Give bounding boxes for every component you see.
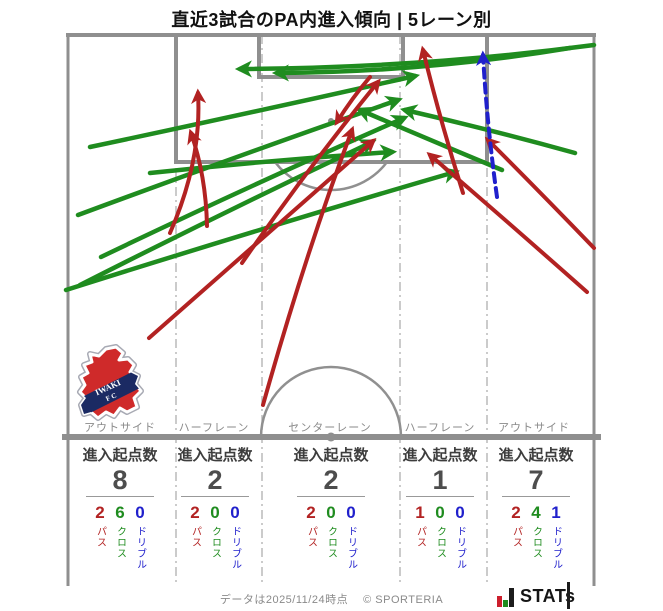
pass-entry-arrow [261, 125, 356, 407]
pass-entry-arrow [484, 136, 596, 250]
cross-count: 0 [210, 503, 220, 523]
team-crest: IWAKI F C [77, 344, 144, 421]
dribble-label: ドリブル [550, 525, 562, 570]
cross-count: 0 [326, 503, 336, 523]
entry-count-label: 進入起点数 [177, 447, 253, 464]
pass-count: 1 [415, 503, 425, 523]
cross-label: クロス [434, 525, 446, 559]
cross-label: クロス [209, 525, 221, 559]
entry-count-label: 進入起点数 [293, 447, 369, 464]
pass-count: 2 [190, 503, 200, 523]
pass-label: パス [189, 525, 201, 548]
lane-label-outside-left: アウトサイド [84, 422, 156, 434]
dribble-label: ドリブル [229, 525, 241, 570]
logo-divider [567, 582, 570, 609]
pass-count: 2 [511, 503, 521, 523]
lane-divider-lines [175, 35, 488, 584]
cross-entry-arrow [355, 106, 505, 173]
cross-entry-arrow [98, 114, 409, 260]
cross-label: クロス [530, 525, 542, 559]
chart-title: 直近3試合のPA内進入傾向 | 5レーン別 [171, 10, 492, 30]
entry-count-label: 進入起点数 [402, 447, 478, 464]
dribble-entry-arrow [476, 50, 499, 199]
cross-count: 0 [435, 503, 445, 523]
pass-entry-arrow [187, 128, 209, 228]
data-date-credit: データは2025/11/24時点 © SPORTERIA [219, 594, 444, 606]
cross-label: クロス [325, 525, 337, 559]
stats-logo: STATs [495, 582, 575, 610]
dribble-label: ドリブル [134, 525, 146, 570]
entry-count-label: 進入起点数 [498, 447, 574, 464]
crest-text-2: F C [105, 391, 118, 403]
entry-count-value: 8 [112, 465, 128, 495]
stat-underline [86, 496, 154, 498]
pass-label: パス [510, 525, 522, 548]
dribble-count: 0 [230, 503, 240, 523]
entry-count-label: 進入起点数 [82, 447, 158, 464]
stat-column-outside-right: 進入起点数 7 2 パス 4 クロス 1 ドリブル [484, 444, 588, 570]
pass-entry-arrow [426, 152, 589, 294]
dribble-count: 0 [346, 503, 356, 523]
pass-entry-arrow [240, 78, 381, 265]
pass-label: パス [94, 525, 106, 548]
dribble-count: 0 [135, 503, 145, 523]
stat-column-center: 進入起点数 2 2 パス 0 クロス 0 ドリブル [279, 444, 383, 570]
lane-label-center: センターレーン [288, 422, 372, 434]
pass-entry-arrow [168, 88, 207, 235]
entry-count-value: 2 [207, 465, 223, 495]
crest-band [80, 366, 141, 418]
cross-count: 6 [115, 503, 125, 523]
cross-entry-arrow [75, 95, 403, 218]
pass-entry-arrow [334, 75, 372, 126]
dribble-label: ドリブル [345, 525, 357, 570]
dribble-count: 1 [551, 503, 561, 523]
bar-chart-icon [497, 587, 517, 607]
stat-column-outside-left: 進入起点数 8 2 パス 6 クロス 0 ドリブル [68, 444, 172, 570]
lane-label-half-right: ハーフレーン [404, 422, 476, 434]
entry-arrows-layer [63, 42, 597, 407]
cross-entry-arrow [63, 167, 460, 293]
pass-count: 2 [95, 503, 105, 523]
lane-label-half-left: ハーフレーン [178, 422, 250, 434]
entry-count-value: 1 [432, 465, 448, 495]
cross-label: クロス [114, 525, 126, 559]
cross-count: 4 [531, 503, 541, 523]
cross-entry-arrow [271, 45, 573, 82]
stat-underline [181, 496, 249, 498]
stat-underline [406, 496, 474, 498]
stat-column-half-left: 進入起点数 2 2 パス 0 クロス 0 ドリブル [163, 444, 267, 570]
pass-entry-arrow [418, 45, 465, 195]
pass-count: 2 [306, 503, 316, 523]
pass-label: パス [305, 525, 317, 548]
center-circle-arc [259, 365, 403, 438]
pass-label: パス [414, 525, 426, 548]
lane-label-outside-right: アウトサイド [498, 422, 570, 434]
stats-wordmark: STATs [520, 586, 576, 606]
stat-underline [502, 496, 570, 498]
dribble-label: ドリブル [454, 525, 466, 570]
cross-entry-arrow [77, 139, 377, 288]
entry-count-value: 2 [323, 465, 339, 495]
entry-count-value: 7 [528, 465, 544, 495]
dribble-count: 0 [455, 503, 465, 523]
stat-column-half-right: 進入起点数 1 1 パス 0 クロス 0 ドリブル [388, 444, 492, 570]
stat-underline [297, 496, 365, 498]
